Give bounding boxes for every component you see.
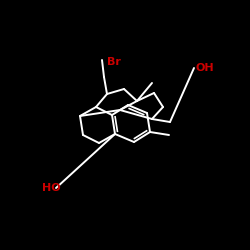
Text: Br: Br xyxy=(107,57,121,67)
Text: OH: OH xyxy=(196,63,214,73)
Text: HO: HO xyxy=(42,183,60,193)
